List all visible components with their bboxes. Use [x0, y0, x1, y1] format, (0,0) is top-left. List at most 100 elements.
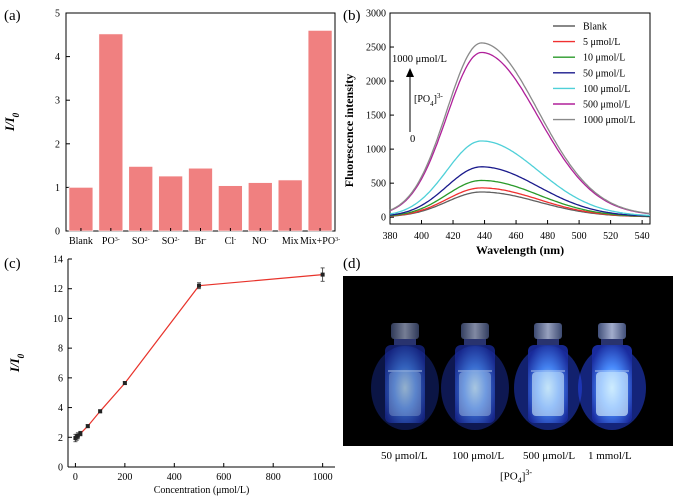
y-tick-label: 2 — [55, 139, 60, 150]
x-tick-label: Mix — [282, 236, 299, 247]
data-point — [197, 283, 202, 288]
x-tick-label: Br- — [195, 236, 207, 247]
x-tick-label: Blank — [69, 236, 93, 247]
x-tick-label: SO2- — [132, 236, 150, 247]
legend-label: 50 μmol/L — [583, 68, 625, 79]
y-tick-label: 3 — [55, 96, 60, 107]
vial-caption-4: 1 mmol/L — [588, 450, 632, 462]
bar — [218, 185, 243, 232]
y-tick-label: 0 — [58, 463, 63, 474]
series-line — [389, 51, 651, 215]
y-tick-label: 1000 — [366, 145, 386, 156]
y-tick-label: 500 — [371, 179, 386, 190]
panel-label-c: (c) — [4, 256, 21, 272]
x-axis-label: Wavelength (nm) — [476, 243, 564, 257]
vial-caption-3: 500 μmol/L — [523, 450, 576, 462]
vial-neck — [601, 339, 623, 345]
x-tick-label: 380 — [383, 231, 398, 242]
y-tick-label: 0 — [55, 227, 60, 238]
y-tick-label: 6 — [58, 373, 63, 384]
y-tick-label: 2000 — [366, 77, 386, 88]
legend-label: 10 μmol/L — [583, 53, 625, 64]
x-tick-label: NO- — [252, 236, 268, 247]
y-tick-label: 4 — [58, 403, 63, 414]
chart-a: 0 1 2 3 4 5 Blank PO3- SO2- SO2- Br- Cl- NO- Mix Mix+P… — [2, 9, 340, 248]
annotation-mid: [PO4]3- — [414, 92, 443, 108]
chart-c: 0 2 4 6 8 10 12 14 0 200 400 600 800 1000 Concentratio… — [7, 255, 335, 496]
vial-photo — [343, 276, 673, 446]
x-axis-label: Concentration (μmol/L) — [154, 485, 250, 496]
x-tick-label: 540 — [635, 231, 650, 242]
y-tick-label: 14 — [53, 255, 63, 266]
vial-cap — [534, 323, 562, 339]
annotation-bottom: 0 — [410, 134, 415, 145]
data-point — [320, 272, 325, 277]
vial-caption-2: 100 μmol/L — [452, 450, 505, 462]
series-line — [75, 274, 323, 439]
x-tick-label: 0 — [73, 472, 78, 483]
vial-neck — [537, 339, 559, 345]
y-tick-label: 2 — [58, 433, 63, 444]
x-tick-label: 460 — [509, 231, 524, 242]
vial — [514, 323, 582, 430]
y-tick-label: 4 — [55, 52, 60, 63]
vial-neck — [464, 339, 486, 345]
y-axis-label: I/I0 — [2, 112, 21, 132]
data-point — [75, 433, 80, 438]
vial-cap — [461, 323, 489, 339]
y-tick-label: 3000 — [366, 9, 386, 20]
x-tick-label: 400 — [167, 472, 182, 483]
series-line — [389, 42, 651, 215]
plot-frame — [389, 12, 651, 225]
x-tick-label: SO2- — [162, 236, 180, 247]
bar — [98, 33, 124, 232]
vial — [578, 323, 646, 430]
bar — [307, 30, 333, 232]
vial-liquid-highlight — [532, 372, 564, 416]
annotation-top: 1000 μmol/L — [392, 54, 447, 65]
series-line — [389, 140, 651, 217]
x-tick-label: 440 — [477, 231, 492, 242]
vial-neck — [394, 339, 416, 345]
y-tick-label: 1 — [55, 183, 60, 194]
y-axis-label: I/I0 — [7, 353, 26, 373]
x-tick-label: Cl- — [225, 236, 236, 247]
vial-liquid-highlight — [389, 372, 421, 416]
legend-label: 1000 μmol/L — [583, 115, 635, 126]
data-point — [85, 424, 90, 429]
x-tick-label: Mix+PO3- — [300, 236, 340, 247]
vial-liquid-highlight — [596, 372, 628, 416]
data-point — [78, 431, 83, 436]
x-tick-label: 800 — [266, 472, 281, 483]
x-tick-label: 500 — [572, 231, 587, 242]
panel-label-a: (a) — [4, 8, 21, 24]
bar — [248, 182, 273, 232]
bar — [68, 187, 94, 232]
legend-label: 5 μmol/L — [583, 37, 620, 48]
vial-cap — [598, 323, 626, 339]
x-tick-label: 420 — [446, 231, 461, 242]
series-line — [389, 179, 650, 217]
panel-label-b: (b) — [343, 8, 361, 24]
y-tick-label: 5 — [55, 9, 60, 20]
x-tick-label: 200 — [117, 472, 132, 483]
series-line — [389, 166, 650, 217]
y-tick-label: 1500 — [366, 111, 386, 122]
data-point — [122, 381, 127, 386]
y-tick-label: 12 — [53, 284, 63, 295]
vial-body — [455, 345, 495, 423]
x-tick-label: 400 — [414, 231, 429, 242]
vial-caption-1: 50 μmol/L — [381, 450, 428, 462]
bar — [188, 167, 213, 232]
x-tick-label: 520 — [603, 231, 618, 242]
x-tick-label: 1000 — [313, 472, 333, 483]
chart-b: 0 500 1000 1500 2000 2500 3000 380 400 420 440 460 4… — [342, 9, 651, 257]
x-tick-label: 480 — [540, 231, 555, 242]
panel-label-d: (d) — [343, 256, 361, 272]
data-point — [98, 409, 103, 414]
y-tick-label: 10 — [53, 314, 63, 325]
y-tick-label: 0 — [381, 213, 386, 224]
bar — [128, 166, 153, 232]
legend-label: 100 μmol/L — [583, 84, 630, 95]
x-tick-label: PO3- — [102, 236, 120, 247]
